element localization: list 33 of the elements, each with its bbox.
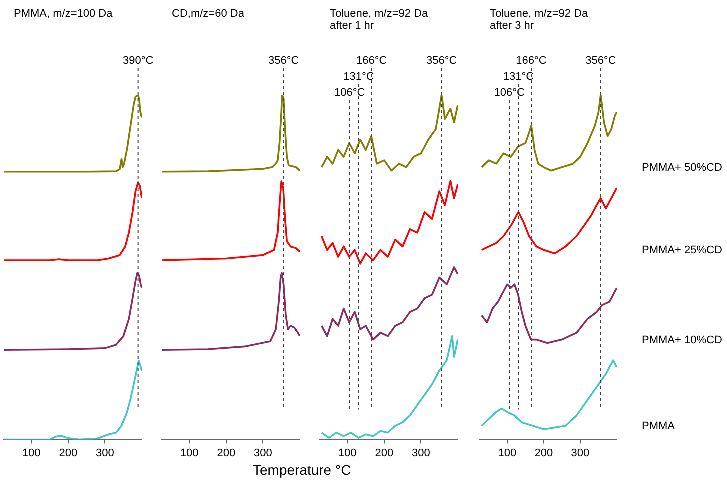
- x-tick-label: 300: [254, 447, 272, 460]
- ref-line-label: 166°C: [516, 55, 547, 67]
- x-tick-label: 100: [22, 447, 41, 460]
- x-tick-label: 300: [96, 447, 114, 460]
- ref-line-label: 390°C: [122, 55, 154, 67]
- chart-title: PMMA, m/z=100 Da: [14, 8, 114, 20]
- ref-line-label: 356°C: [426, 55, 458, 67]
- text: PMMA+ 10%CD: [642, 334, 722, 346]
- ref-line-label: 131°C: [503, 71, 534, 83]
- ref-line-label: 356°C: [586, 55, 616, 67]
- x-tick-label: 200: [534, 447, 554, 460]
- ref-line-label: 166°C: [356, 55, 388, 67]
- chart-subtitle: after 3 hr: [490, 20, 534, 32]
- ref-line-label: 106°C: [494, 87, 525, 99]
- x-tick-label: 200: [217, 447, 236, 460]
- x-tick-label: 200: [59, 447, 78, 460]
- text: PMMA: [642, 420, 676, 432]
- x-axis-title: Temperature °C: [253, 462, 352, 478]
- text: PMMA+ 25%CD: [642, 244, 722, 257]
- ref-line-label: 106°C: [334, 87, 366, 99]
- x-tick-label: 300: [571, 447, 590, 460]
- chart-title: Toluene, m/z=92 Da: [490, 8, 590, 20]
- x-tick-label: 100: [338, 447, 357, 460]
- chart-subtitle: after 1 hr: [330, 20, 374, 32]
- x-tick-label: 300: [412, 447, 430, 460]
- x-tick-label: 100: [180, 447, 199, 460]
- text: PMMA+ 50%CD: [642, 162, 722, 174]
- chart-title: Toluene, m/z=92 Da: [330, 8, 430, 20]
- chart-title: CD,m/z=60 Da: [172, 8, 246, 20]
- ref-line-label: 131°C: [344, 71, 374, 83]
- ref-line-label: 356°C: [268, 55, 300, 67]
- x-tick-label: 100: [498, 447, 517, 460]
- x-tick-label: 200: [375, 447, 394, 460]
